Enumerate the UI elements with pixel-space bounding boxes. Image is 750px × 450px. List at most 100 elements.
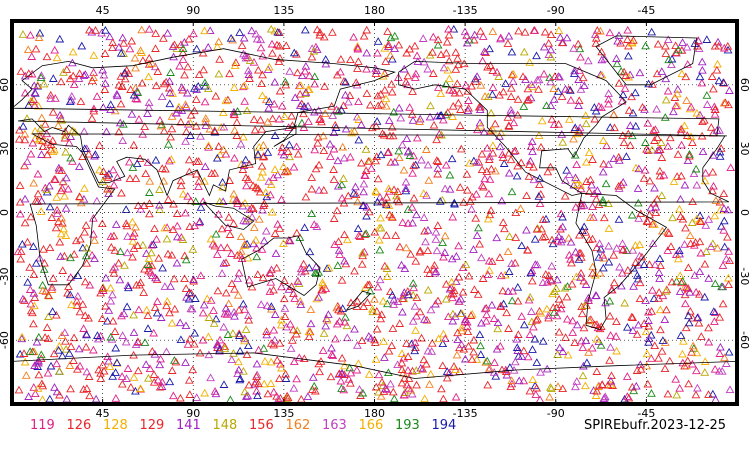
observation-marker: [576, 248, 586, 257]
observation-marker: [191, 95, 201, 103]
observation-marker: [275, 224, 285, 232]
observation-marker: [629, 36, 638, 44]
observation-marker: [285, 236, 295, 245]
observation-marker: [653, 39, 663, 48]
observation-marker: [320, 82, 329, 90]
observation-marker: [145, 364, 155, 373]
observation-marker: [27, 69, 37, 78]
observation-marker: [386, 379, 395, 388]
observation-marker: [411, 326, 420, 334]
observation-marker: [512, 171, 522, 180]
observation-marker: [306, 305, 316, 313]
observation-marker: [695, 237, 705, 246]
observation-marker: [162, 234, 172, 243]
observation-marker: [382, 192, 391, 201]
legend-item-194: 194: [431, 418, 457, 433]
observation-marker: [471, 213, 481, 222]
observation-marker: [576, 181, 585, 189]
observation-marker: [61, 231, 71, 239]
observation-marker: [267, 207, 277, 216]
observation-marker: [547, 261, 557, 270]
observation-marker: [221, 96, 231, 105]
observation-marker: [476, 26, 485, 35]
observation-marker: [371, 121, 381, 130]
observation-marker: [155, 200, 164, 209]
observation-marker: [211, 229, 221, 238]
observation-marker: [349, 188, 359, 197]
observation-marker: [277, 363, 286, 372]
observation-marker: [317, 285, 326, 294]
observation-marker: [143, 324, 153, 332]
observation-marker: [241, 392, 251, 400]
observation-marker: [609, 250, 619, 259]
observation-marker: [574, 127, 584, 136]
observation-marker: [89, 104, 99, 113]
observation-marker: [81, 221, 91, 229]
observation-marker: [66, 132, 76, 140]
observation-marker: [70, 127, 80, 136]
observation-marker: [67, 300, 76, 309]
observation-marker: [138, 240, 148, 249]
observation-marker: [62, 394, 72, 403]
observation-marker: [186, 110, 196, 119]
observation-marker: [649, 126, 658, 134]
observation-marker: [318, 280, 328, 289]
observation-marker: [395, 319, 405, 327]
observation-marker: [426, 369, 436, 378]
observation-marker: [411, 366, 421, 374]
observation-marker: [98, 65, 108, 74]
observation-marker: [686, 132, 696, 141]
observation-marker: [710, 109, 720, 118]
observation-marker: [92, 196, 102, 205]
observation-marker: [203, 84, 213, 93]
observation-marker: [506, 92, 516, 100]
observation-marker: [30, 293, 40, 301]
observation-marker: [114, 258, 123, 267]
observation-marker: [596, 26, 605, 35]
observation-marker: [244, 70, 254, 78]
observation-marker: [449, 289, 458, 298]
observation-marker: [485, 175, 495, 183]
observation-marker: [15, 125, 24, 134]
observation-marker: [300, 66, 310, 75]
observation-marker: [526, 268, 536, 277]
observation-marker: [706, 123, 716, 131]
observation-marker: [170, 356, 179, 364]
observation-marker: [245, 160, 254, 168]
observation-marker: [570, 150, 580, 159]
observation-marker: [399, 390, 409, 399]
observation-marker: [178, 189, 188, 198]
observation-marker: [536, 142, 546, 151]
observation-marker: [723, 232, 732, 241]
observation-marker: [254, 142, 264, 151]
observation-marker: [335, 250, 345, 258]
observation-marker: [399, 288, 409, 296]
observation-marker: [484, 189, 494, 198]
observation-marker: [99, 366, 109, 375]
observation-marker: [26, 96, 36, 105]
observation-marker: [432, 135, 441, 144]
observation-marker: [23, 45, 33, 54]
observation-marker: [59, 68, 68, 76]
observation-marker: [688, 359, 697, 368]
observation-marker: [537, 224, 546, 233]
observation-marker: [347, 128, 356, 137]
observation-marker: [631, 258, 640, 266]
observation-marker: [206, 296, 216, 304]
observation-marker: [191, 197, 201, 205]
observation-marker: [481, 48, 490, 57]
observation-marker: [134, 305, 144, 314]
observation-marker: [149, 377, 159, 386]
observation-marker: [313, 138, 323, 147]
observation-marker: [244, 380, 254, 389]
observation-marker: [252, 372, 261, 381]
observation-marker: [420, 315, 429, 323]
observation-marker: [159, 79, 169, 88]
observation-marker: [345, 363, 355, 372]
observation-marker: [80, 311, 90, 320]
observation-marker: [394, 197, 404, 206]
right-lat-tick: -30: [738, 267, 750, 285]
observation-marker: [215, 335, 225, 344]
observation-marker: [300, 25, 310, 34]
observation-marker: [675, 287, 685, 295]
